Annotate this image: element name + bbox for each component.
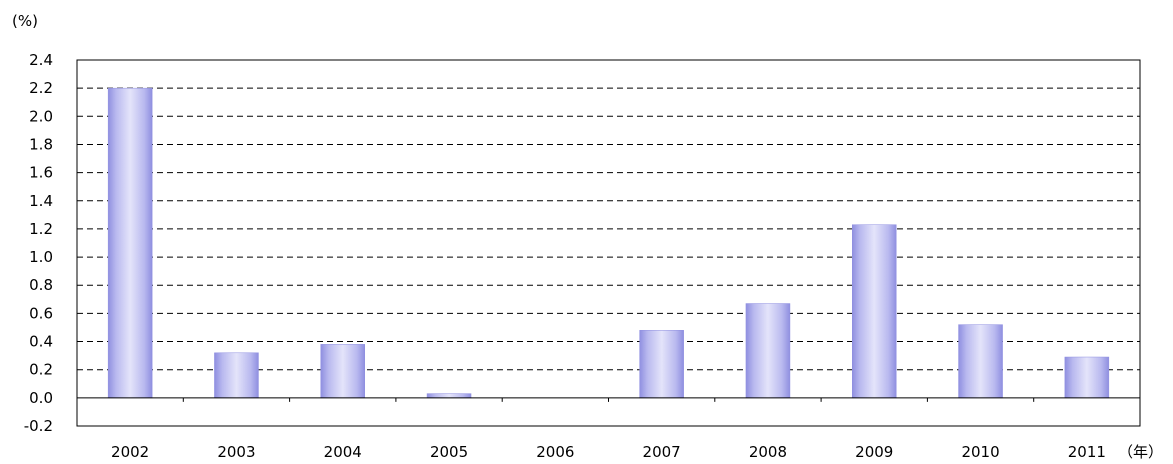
x-tick-label: 2002: [111, 443, 149, 461]
y-tick-label: 2.2: [29, 79, 53, 97]
y-tick-label: 2.4: [29, 51, 53, 69]
y-tick-label: -0.2: [24, 417, 53, 435]
y-tick-label: 0.8: [29, 276, 53, 294]
bar: [214, 352, 259, 399]
y-tick-label: 1.2: [29, 220, 53, 238]
y-unit-label: (%): [12, 12, 38, 30]
x-tick-label: 2011: [1068, 443, 1106, 461]
x-tick-label: 2003: [217, 443, 255, 461]
bar: [958, 324, 1003, 399]
y-tick-labels: 2.4 2.2 2.0 1.8 1.6 1.4 1.2 1.0 0.8 0.6 0.4 0.2 0.0 -…: [24, 51, 53, 435]
x-tick-label: 2010: [961, 443, 999, 461]
bar: [852, 224, 897, 399]
bars: [107, 87, 1110, 399]
bar: [426, 393, 472, 399]
gridlines: [77, 87, 1140, 371]
y-tick-label: 1.0: [29, 248, 53, 266]
y-tick-label: 0.0: [29, 389, 53, 407]
bar: [1064, 356, 1110, 399]
y-tick-label: 2.0: [29, 107, 53, 125]
axes: [77, 397, 1140, 402]
y-tick-label: 1.6: [29, 164, 53, 182]
y-tick-label: 0.6: [29, 304, 53, 322]
y-tick-label: 0.2: [29, 361, 53, 379]
bar: [639, 330, 684, 399]
bar: [320, 344, 365, 399]
y-tick-label: 0.4: [29, 333, 53, 351]
x-tick-labels: 2002 2003 2004 2005 2006 2007 2008 2009 2010 2011: [111, 443, 1106, 461]
x-tick-label: 2006: [536, 443, 574, 461]
x-tick-label: 2009: [855, 443, 893, 461]
x-tick-label: 2004: [324, 443, 362, 461]
y-tick-label: 1.4: [29, 192, 53, 210]
x-unit-label: （年）: [1118, 443, 1163, 461]
bar: [107, 87, 153, 399]
x-tick-label: 2007: [643, 443, 681, 461]
bar: [745, 303, 791, 399]
y-tick-label: 1.8: [29, 135, 53, 153]
x-tick-label: 2008: [749, 443, 787, 461]
x-tick-label: 2005: [430, 443, 468, 461]
